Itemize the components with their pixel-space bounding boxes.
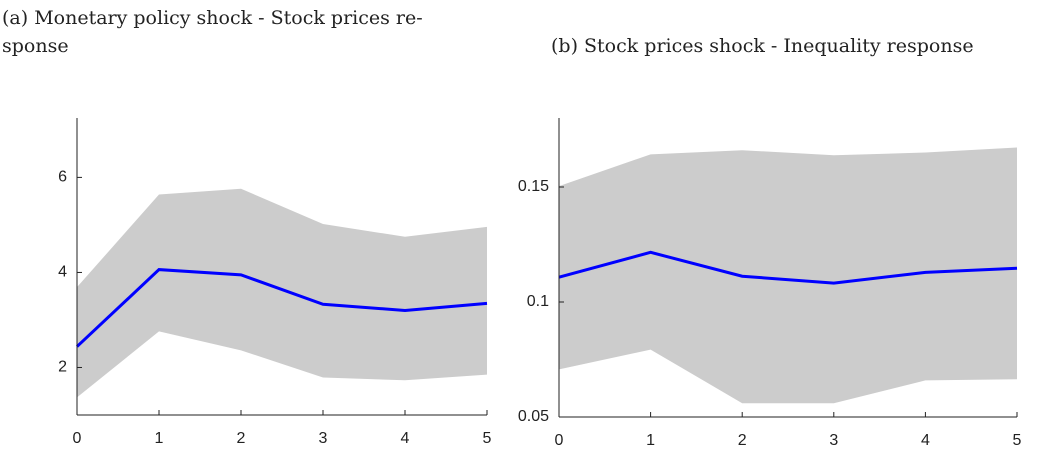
x-tick-label: 0: [555, 432, 564, 449]
response-line: [75, 268, 488, 348]
y-tick-label: 4: [58, 264, 67, 281]
chart-title: sponse: [2, 35, 69, 57]
x-tick-label: 2: [738, 432, 747, 449]
x-tick-label: 0: [73, 430, 82, 447]
x-tick-label: 1: [646, 432, 655, 449]
confidence-band: [77, 188, 487, 398]
y-tick-label: 0.1: [527, 293, 549, 310]
x-tick-label: 3: [319, 430, 328, 447]
x-tick-label: 5: [483, 430, 492, 447]
x-tick-label: 4: [921, 432, 930, 449]
x-tick-label: 2: [237, 430, 246, 447]
chart-title: (b) Stock prices shock - Inequality resp…: [551, 35, 974, 57]
x-tick-label: 5: [1013, 432, 1022, 449]
y-tick-label: 0.05: [518, 408, 549, 425]
x-tick-label: 4: [401, 430, 410, 447]
confidence-band: [559, 147, 1017, 404]
y-tick-label: 2: [58, 359, 67, 376]
y-tick-label: 0.15: [518, 178, 549, 195]
x-tick-label: 1: [155, 430, 164, 447]
chart-title: (a) Monetary policy shock - Stock prices…: [2, 7, 423, 29]
y-tick-label: 6: [58, 169, 67, 186]
x-tick-label: 3: [829, 432, 838, 449]
response-line: [558, 250, 1018, 285]
